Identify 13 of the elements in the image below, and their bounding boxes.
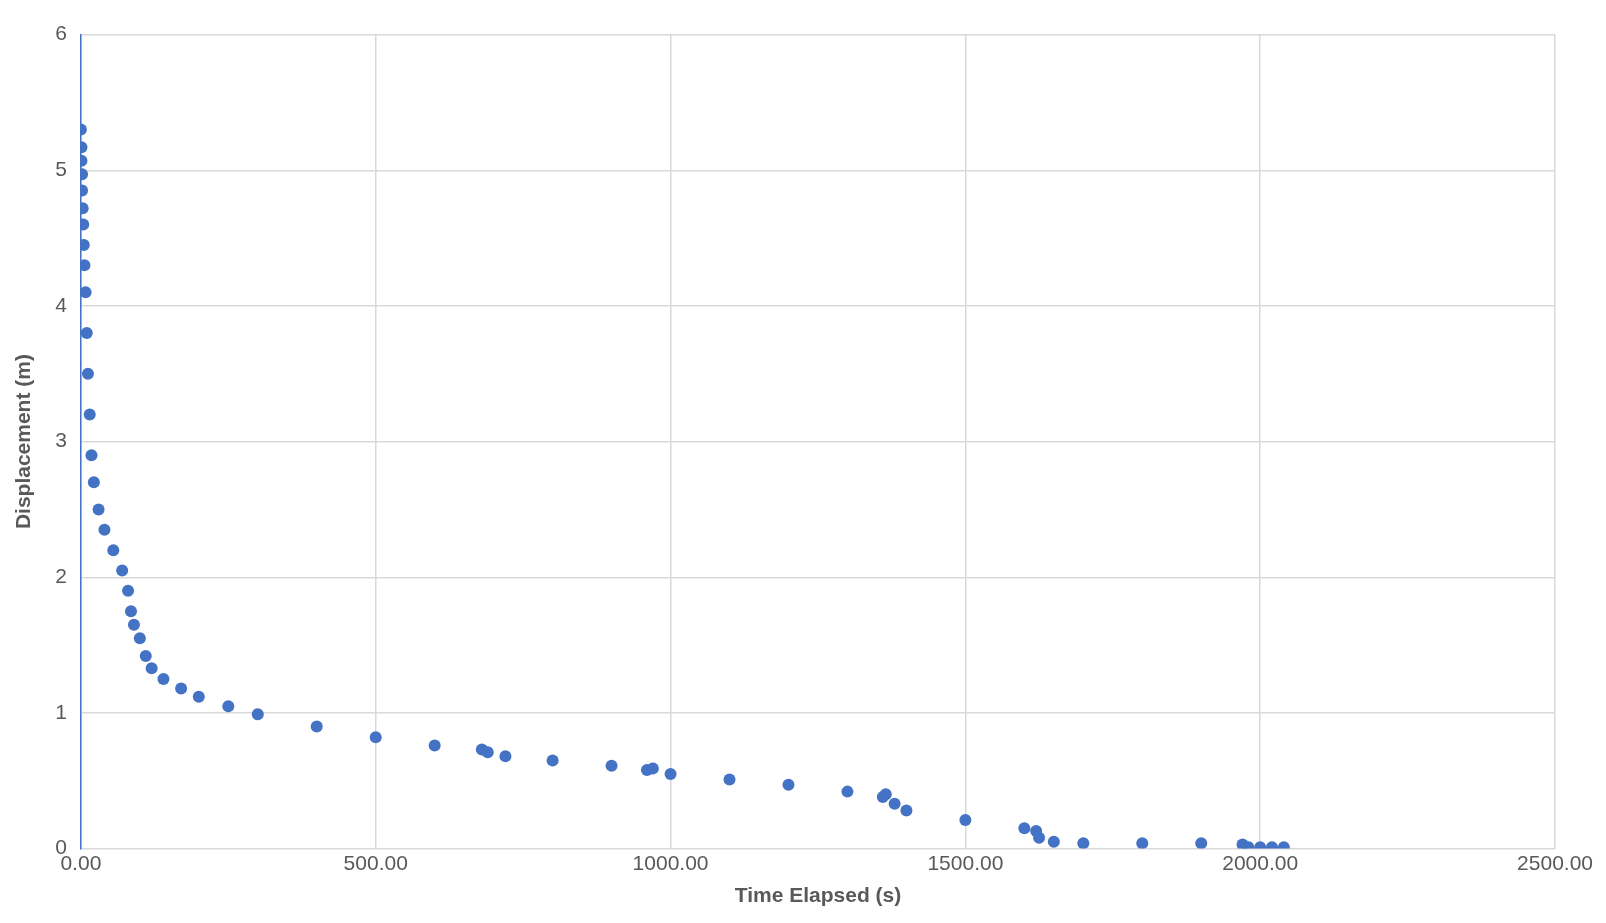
y-tick-label: 2 — [55, 564, 67, 588]
y-tick-label: 5 — [55, 157, 67, 181]
x-axis-title: Time Elapsed (s) — [734, 883, 902, 907]
x-tick-label: 1500.00 — [927, 851, 1004, 874]
x-tick-label: 1000.00 — [632, 851, 709, 874]
x-tick-label: 2500.00 — [1517, 851, 1594, 874]
y-tick-label: 1 — [55, 699, 67, 723]
y-tick-label: 4 — [55, 292, 68, 316]
y-tick-label: 6 — [55, 21, 67, 45]
y-tick-label: 3 — [55, 428, 67, 452]
y-axis-title: Displacement (m) — [11, 354, 35, 530]
x-tick-label: 500.00 — [343, 851, 408, 874]
x-tick-label: 2000.00 — [1222, 851, 1299, 874]
